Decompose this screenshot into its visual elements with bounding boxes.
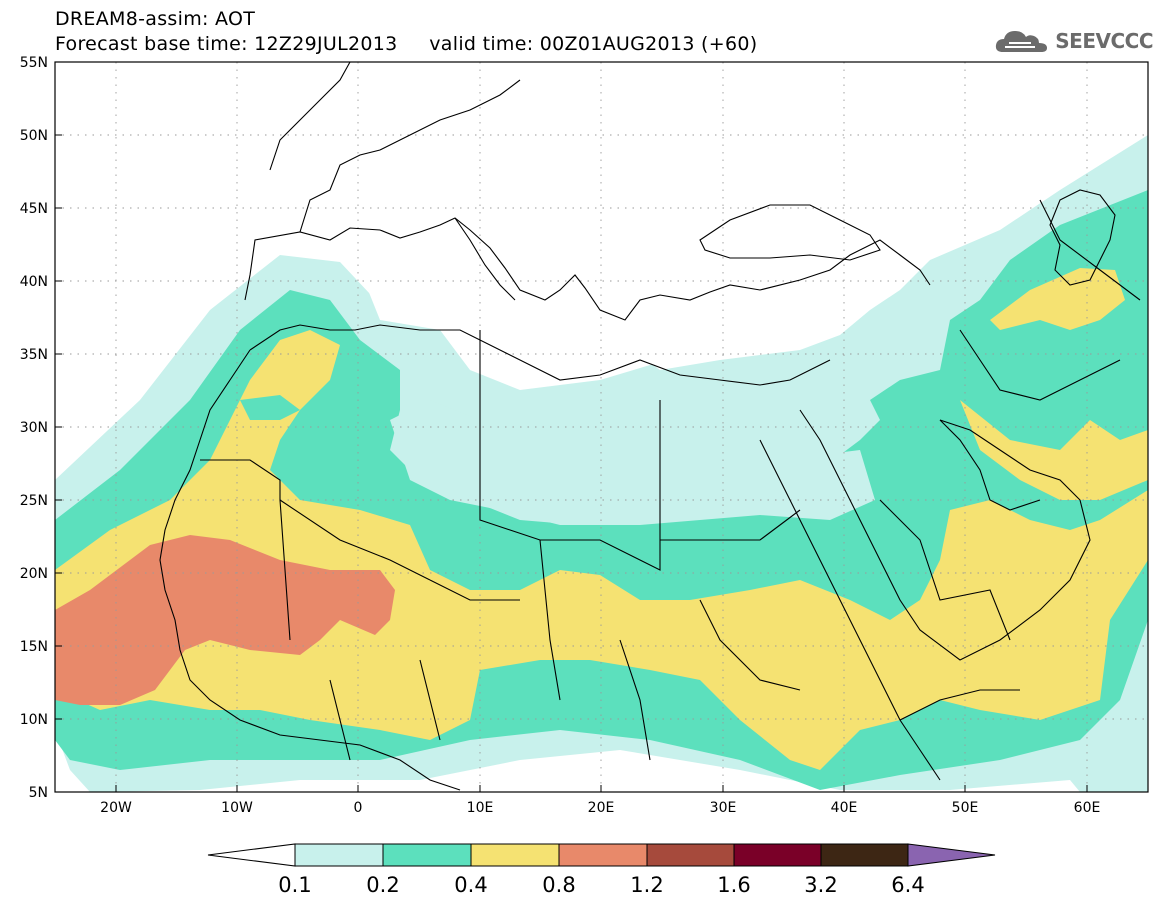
lon-label: 60E — [1074, 800, 1101, 816]
colorbar-segment — [294, 843, 384, 867]
graticule — [55, 62, 1148, 792]
map-title: DREAM8-assim: AOT — [55, 8, 256, 30]
lon-label: 40E — [831, 800, 858, 816]
colorbar-segment — [646, 843, 735, 867]
lat-label: 35N — [20, 347, 48, 363]
aot-band-0.4 — [55, 330, 1148, 770]
coastlines — [159, 62, 1141, 791]
lon-label: 30E — [710, 800, 737, 816]
forecast-time-subtitle: Forecast base time: 12Z29JUL2013 valid t… — [55, 33, 758, 55]
colorbar-label: 1.6 — [717, 873, 750, 897]
colorbar-segment — [907, 843, 996, 867]
lon-label: 10W — [221, 800, 253, 816]
colorbar-segment — [382, 843, 472, 867]
seevccc-logo: SEEVCCC — [995, 26, 1153, 56]
colorbar-segment — [820, 843, 909, 867]
colorbar — [207, 843, 996, 867]
colorbar-label: 0.1 — [278, 873, 311, 897]
lat-label: 45N — [20, 201, 48, 217]
lat-label: 40N — [20, 274, 48, 290]
colorbar-label: 3.2 — [804, 873, 837, 897]
colorbar-segment — [207, 843, 296, 867]
lat-label: 50N — [20, 128, 48, 144]
colorbar-label: 6.4 — [891, 873, 924, 897]
colorbar-label: 0.8 — [542, 873, 575, 897]
lat-label: 30N — [20, 420, 48, 436]
aot-field — [55, 135, 1148, 792]
lon-label: 0 — [354, 800, 363, 816]
lon-label: 50E — [952, 800, 979, 816]
colorbar-label: 1.2 — [630, 873, 663, 897]
lat-label: 25N — [20, 493, 48, 509]
aot-band-0.8 — [55, 535, 395, 705]
lon-label: 10E — [467, 800, 494, 816]
lon-label: 20E — [588, 800, 615, 816]
logo-text: SEEVCCC — [1055, 29, 1153, 53]
lat-label: 20N — [20, 566, 48, 582]
colorbar-label: 0.2 — [366, 873, 399, 897]
lat-label: 55N — [20, 55, 48, 71]
colorbar-segment — [733, 843, 822, 867]
lon-label: 20W — [100, 800, 132, 816]
lat-label: 10N — [20, 712, 48, 728]
ticks — [55, 134, 1088, 792]
colorbar-label: 0.4 — [454, 873, 487, 897]
colorbar-segment — [470, 843, 560, 867]
lat-label: 5N — [29, 785, 48, 801]
colorbar-segment — [558, 843, 648, 867]
cloud-icon — [996, 31, 1048, 52]
lat-label: 15N — [20, 639, 48, 655]
